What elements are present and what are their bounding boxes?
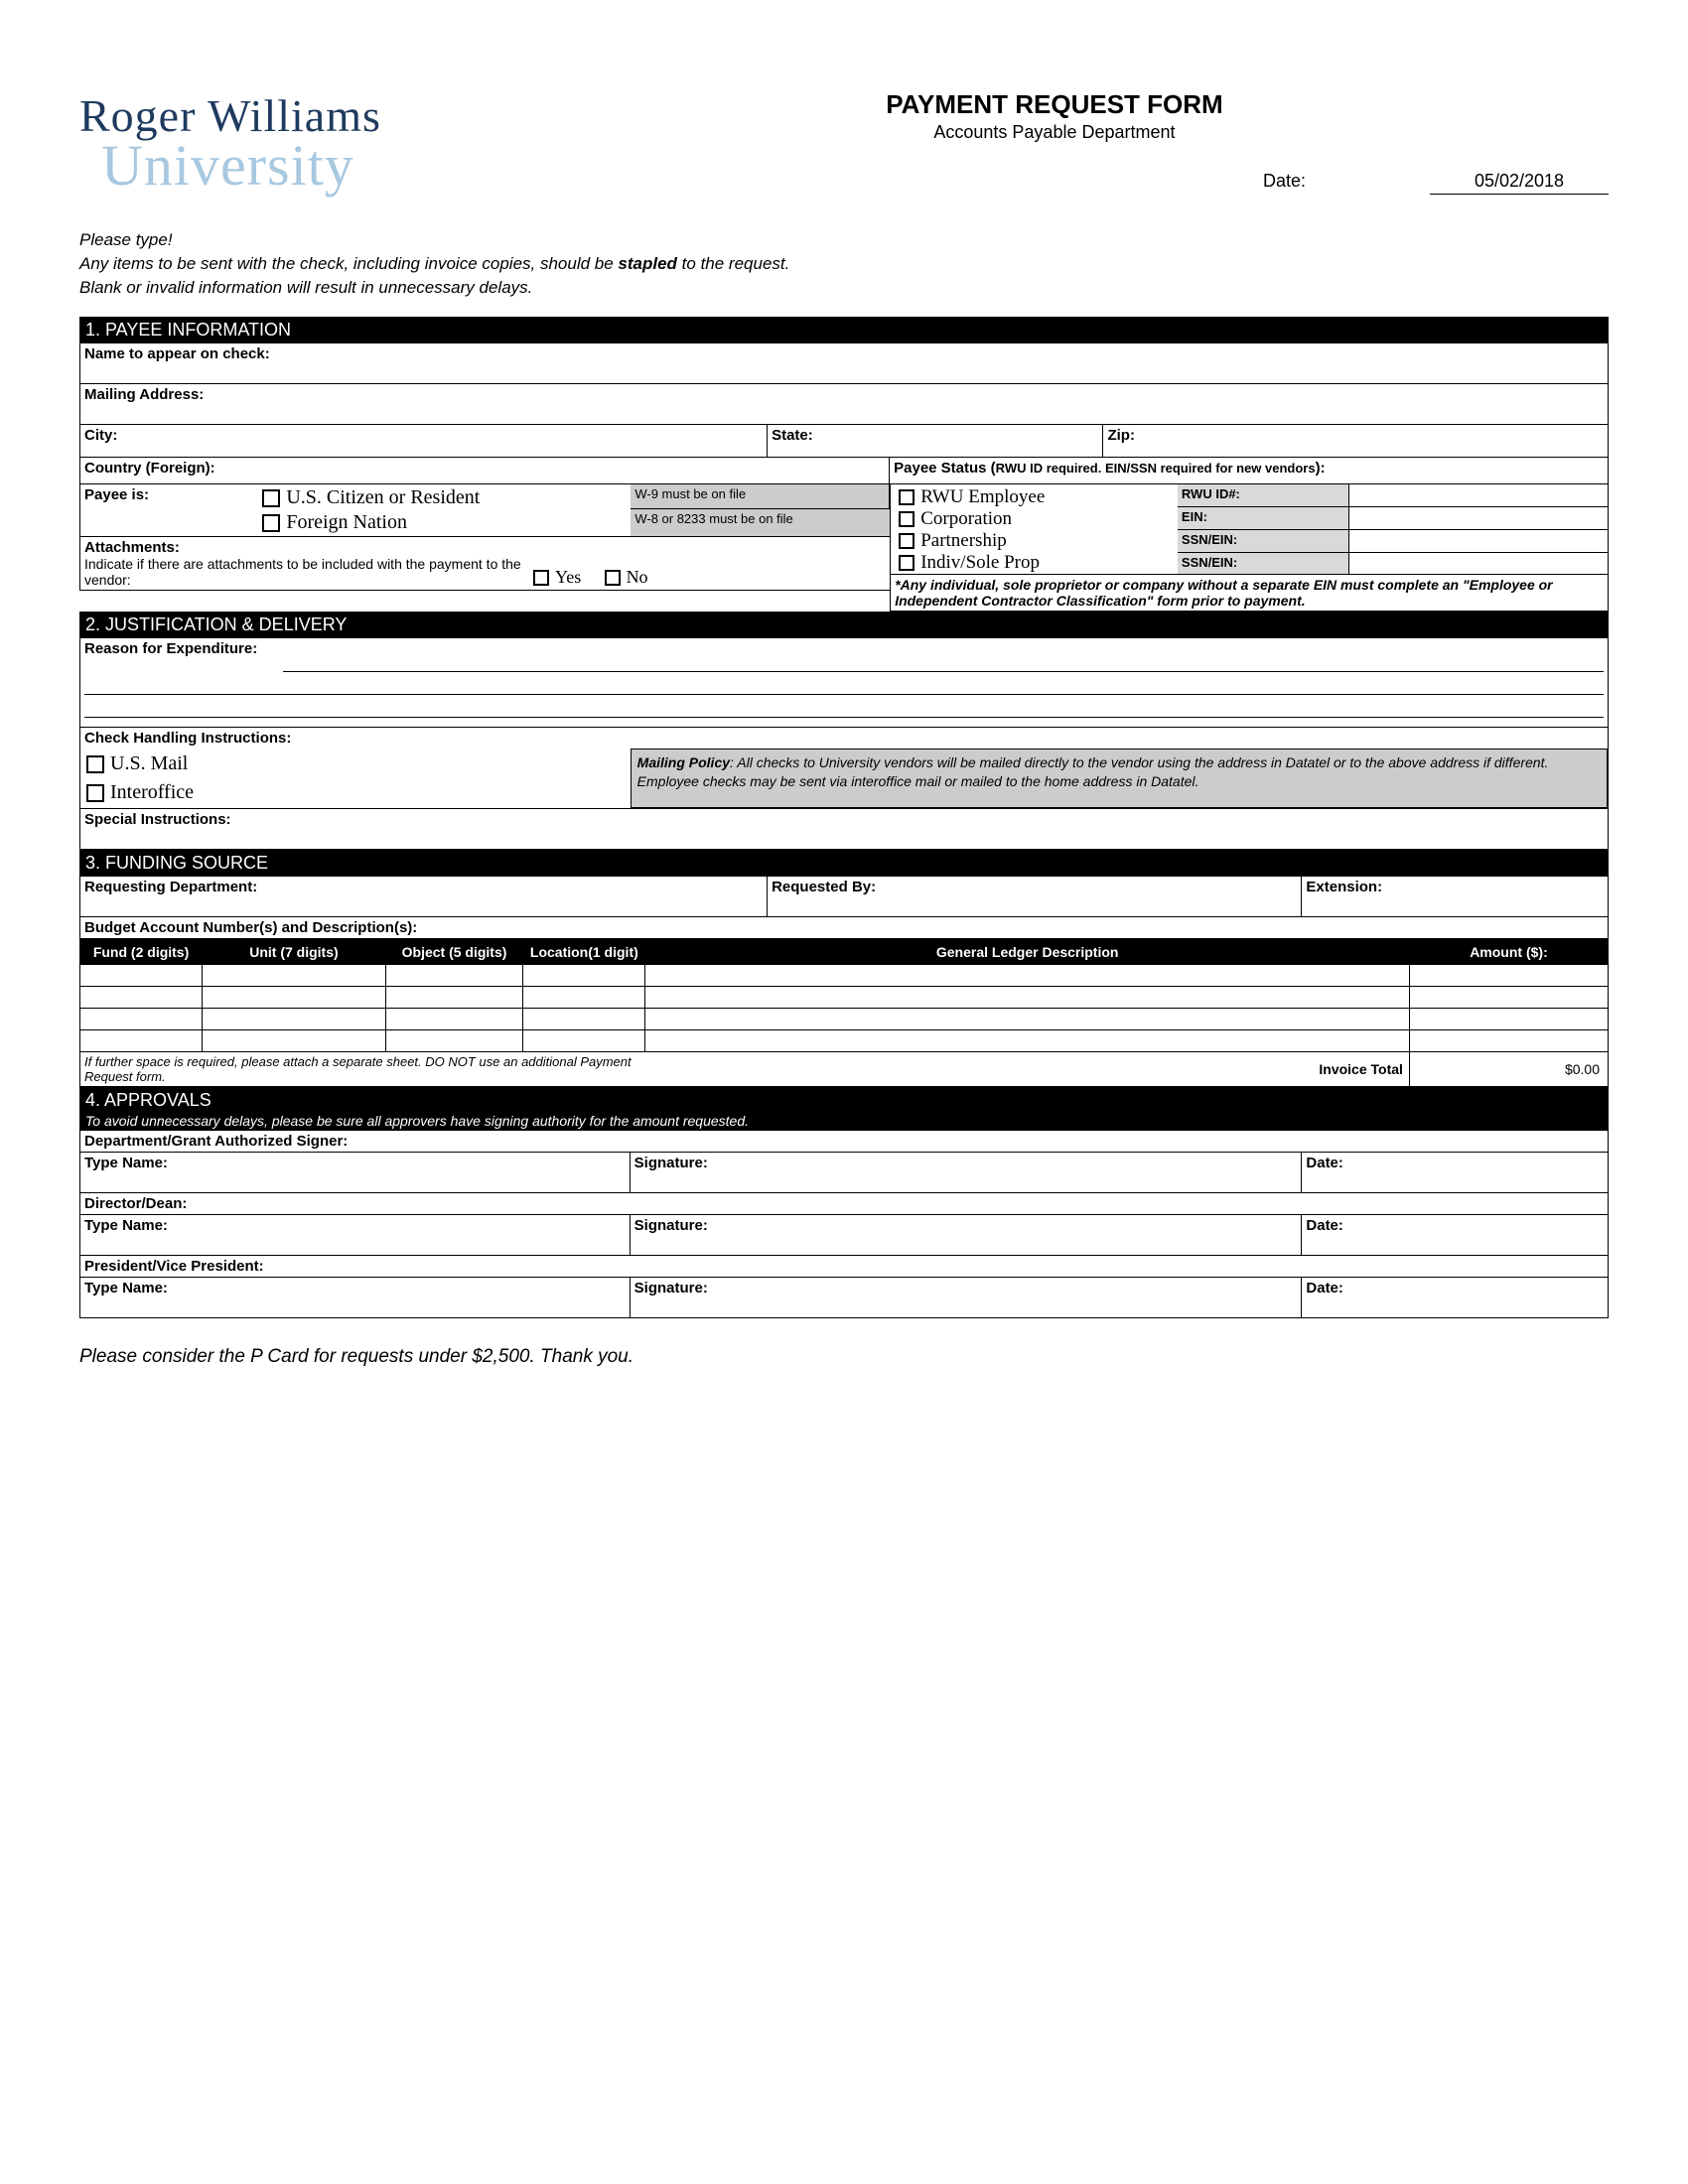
checkbox-icon[interactable] (262, 514, 280, 532)
col-description: General Ledger Description (645, 940, 1410, 965)
option-citizen[interactable]: U.S. Citizen or Resident (262, 486, 627, 509)
table-row[interactable] (80, 1030, 1609, 1052)
checkbox-icon[interactable] (533, 570, 549, 586)
checkbox-icon[interactable] (899, 555, 914, 571)
mailing-address-label[interactable]: Mailing Address: (80, 384, 1608, 424)
attachments-block: Attachments: Indicate if there are attac… (80, 537, 890, 590)
header: Roger Williams University PAYMENT REQUES… (79, 89, 1609, 199)
ssn-ein-1-field[interactable] (1349, 530, 1608, 552)
country-label[interactable]: Country (Foreign): (80, 458, 890, 483)
rwu-id-field[interactable] (1349, 484, 1608, 506)
table-row[interactable] (80, 965, 1609, 987)
reason-line-3[interactable] (84, 717, 1604, 718)
state-label[interactable]: State: (768, 425, 1103, 457)
option-corporation[interactable]: Corporation (899, 508, 1174, 530)
special-instructions-label[interactable]: Special Instructions: (80, 809, 1608, 849)
option-indiv[interactable]: Indiv/Sole Prop (899, 552, 1174, 574)
date-label: Date: (1263, 171, 1306, 191)
reason-line-1[interactable] (283, 671, 1604, 672)
type-name-1[interactable]: Type Name: (80, 1153, 631, 1192)
section-1-header: 1. PAYEE INFORMATION (79, 317, 1058, 343)
option-foreign[interactable]: Foreign Nation (262, 511, 627, 534)
zip-label[interactable]: Zip: (1103, 425, 1608, 457)
budget-label: Budget Account Number(s) and Description… (80, 917, 1608, 938)
option-interoffice[interactable]: Interoffice (86, 781, 625, 804)
ein-label: EIN: (1178, 507, 1349, 529)
checkbox-icon[interactable] (262, 489, 280, 507)
mailing-policy: Mailing Policy: All checks to University… (631, 749, 1608, 808)
w8-hint: W-8 or 8233 must be on file (631, 509, 890, 536)
col-location: Location(1 digit) (523, 940, 645, 965)
logo: Roger Williams University (79, 89, 381, 199)
ssn-ein-2-label: SSN/EIN: (1178, 553, 1349, 575)
city-label[interactable]: City: (80, 425, 768, 457)
approver-3-title: President/Vice President: (80, 1256, 1608, 1277)
section-4-header: 4. APPROVALS To avoid unnecessary delays… (79, 1087, 1609, 1131)
reason-label: Reason for Expenditure: (84, 640, 257, 657)
payee-is-label: Payee is: (80, 484, 258, 536)
invoice-total-label: Invoice Total (645, 1052, 1410, 1087)
instruction-line-2: Any items to be sent with the check, inc… (79, 252, 1609, 276)
table-row[interactable] (80, 1009, 1609, 1030)
check-handling-label: Check Handling Instructions: (80, 728, 1608, 749)
instruction-line-1: Please type! (79, 228, 1609, 252)
type-name-2[interactable]: Type Name: (80, 1215, 631, 1255)
extension-label[interactable]: Extension: (1302, 877, 1608, 916)
date-value[interactable]: 05/02/2018 (1430, 171, 1609, 195)
w9-hint: W-9 must be on file (631, 484, 890, 509)
budget-table: Fund (2 digits) Unit (7 digits) Object (… (79, 939, 1609, 1087)
signature-1[interactable]: Signature: (631, 1153, 1303, 1192)
classification-note: *Any individual, sole proprietor or comp… (891, 575, 1608, 611)
logo-line-2: University (101, 132, 381, 199)
type-name-3[interactable]: Type Name: (80, 1278, 631, 1317)
checkbox-icon[interactable] (899, 489, 914, 505)
section-2-header: 2. JUSTIFICATION & DELIVERY (79, 612, 1609, 638)
checkbox-icon[interactable] (86, 784, 104, 802)
budget-note: If further space is required, please att… (80, 1052, 645, 1087)
option-us-mail[interactable]: U.S. Mail (86, 752, 625, 775)
date-1[interactable]: Date: (1302, 1153, 1608, 1192)
col-object: Object (5 digits) (385, 940, 523, 965)
footer-note: Please consider the P Card for requests … (79, 1346, 1609, 1368)
req-dept-label[interactable]: Requesting Department: (80, 877, 768, 916)
date-3[interactable]: Date: (1302, 1278, 1608, 1317)
rwu-id-label: RWU ID#: (1178, 484, 1349, 506)
header-right: PAYMENT REQUEST FORM Accounts Payable De… (381, 89, 1609, 195)
col-fund: Fund (2 digits) (80, 940, 203, 965)
signature-2[interactable]: Signature: (631, 1215, 1303, 1255)
form-title: PAYMENT REQUEST FORM (500, 89, 1609, 120)
date-2[interactable]: Date: (1302, 1215, 1608, 1255)
section-justification: 2. JUSTIFICATION & DELIVERY Reason for E… (79, 612, 1609, 850)
col-unit: Unit (7 digits) (203, 940, 386, 965)
reason-line-2[interactable] (84, 694, 1604, 695)
checkbox-icon[interactable] (899, 511, 914, 527)
checkbox-icon[interactable] (86, 755, 104, 773)
instruction-line-3: Blank or invalid information will result… (79, 276, 1609, 300)
ein-field[interactable] (1349, 507, 1608, 529)
checkbox-icon[interactable] (899, 533, 914, 549)
payee-status-label: Payee Status (RWU ID required. EIN/SSN r… (890, 458, 1608, 483)
checkbox-icon[interactable] (605, 570, 621, 586)
form-department: Accounts Payable Department (500, 122, 1609, 143)
option-partnership[interactable]: Partnership (899, 530, 1174, 552)
invoice-total-value: $0.00 (1409, 1052, 1608, 1087)
approver-2-title: Director/Dean: (80, 1193, 1608, 1214)
ssn-ein-1-label: SSN/EIN: (1178, 530, 1349, 552)
signature-3[interactable]: Signature: (631, 1278, 1303, 1317)
req-by-label[interactable]: Requested By: (768, 877, 1302, 916)
section-approvals: 4. APPROVALS To avoid unnecessary delays… (79, 1087, 1609, 1318)
date-row: Date: 05/02/2018 (500, 171, 1609, 195)
option-employee[interactable]: RWU Employee (899, 486, 1174, 508)
table-row[interactable] (80, 987, 1609, 1009)
approver-1-title: Department/Grant Authorized Signer: (80, 1131, 1608, 1152)
ssn-ein-2-field[interactable] (1349, 553, 1608, 575)
section-payee: 1. PAYEE INFORMATION Name to appear on c… (79, 317, 1609, 612)
instructions: Please type! Any items to be sent with t… (79, 228, 1609, 299)
payee-name-label[interactable]: Name to appear on check: (80, 343, 1608, 383)
col-amount: Amount ($): (1409, 940, 1608, 965)
section-funding: 3. FUNDING SOURCE Requesting Department:… (79, 850, 1609, 1087)
section-3-header: 3. FUNDING SOURCE (79, 850, 1609, 877)
